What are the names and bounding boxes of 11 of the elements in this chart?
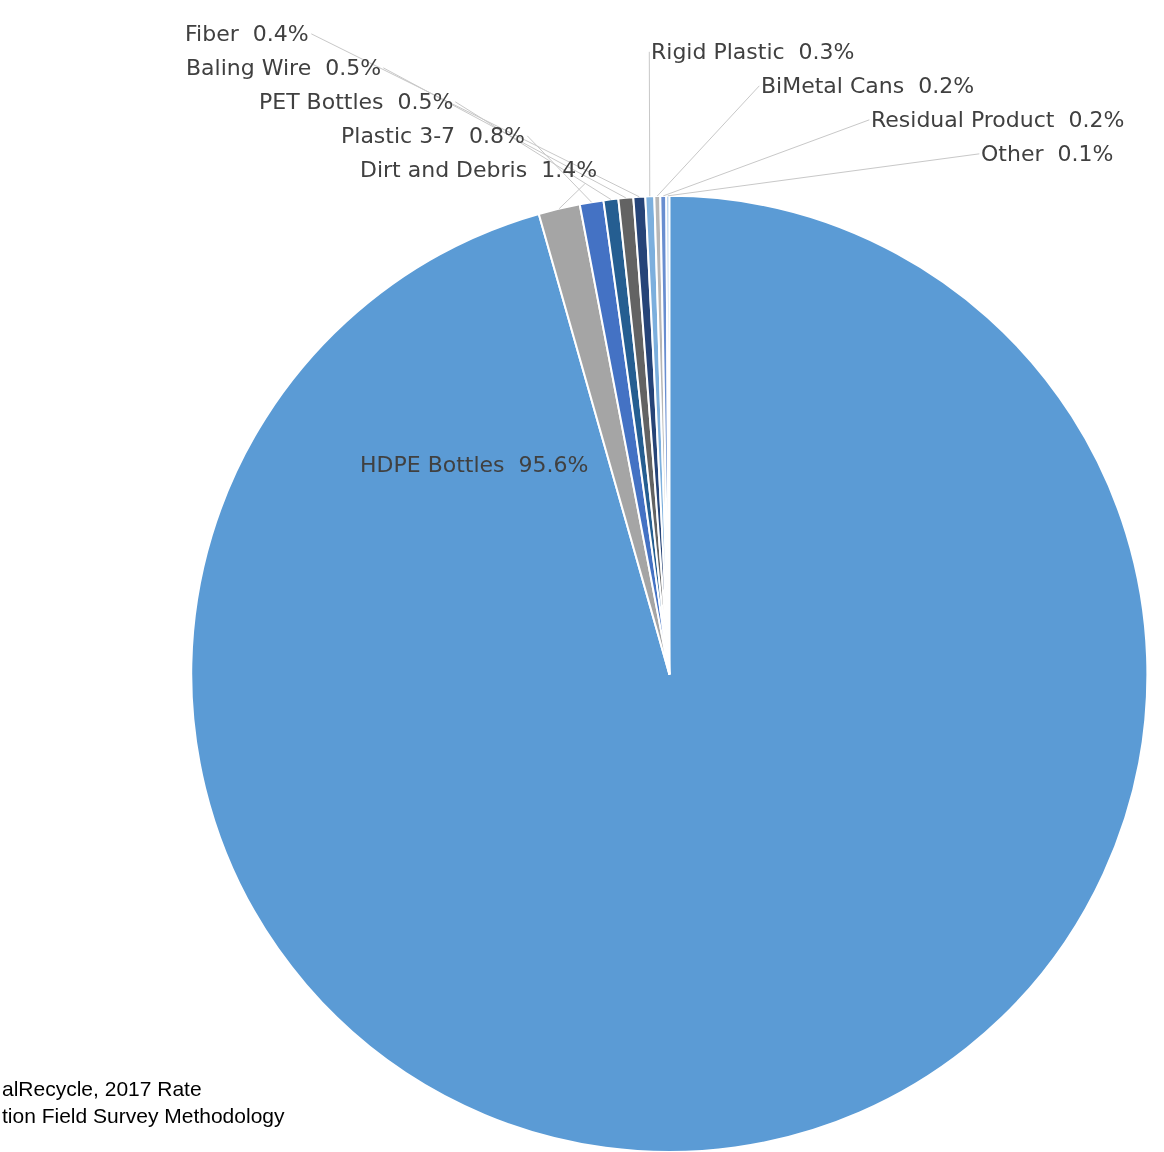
- text: alRecycle, 2017 Rate tion Field Survey Methodology: [2, 1077, 285, 1128]
- slice-label: BiMetal Cans 0.2%: [761, 73, 975, 98]
- slice-label: Plastic 3-7 0.8%: [341, 123, 525, 148]
- slice-label: Residual Product 0.2%: [871, 107, 1125, 132]
- slice-label: Baling Wire 0.5%: [186, 55, 382, 80]
- slice-label: HDPE Bottles 95.6%: [360, 452, 589, 477]
- slice-label: PET Bottles 0.5%: [259, 89, 454, 114]
- slice-label: Rigid Plastic 0.3%: [651, 39, 855, 64]
- slice-label: Fiber 0.4%: [185, 21, 309, 46]
- slice-label: Other 0.1%: [981, 141, 1114, 166]
- slice-label: Dirt and Debris 1.4%: [360, 157, 598, 182]
